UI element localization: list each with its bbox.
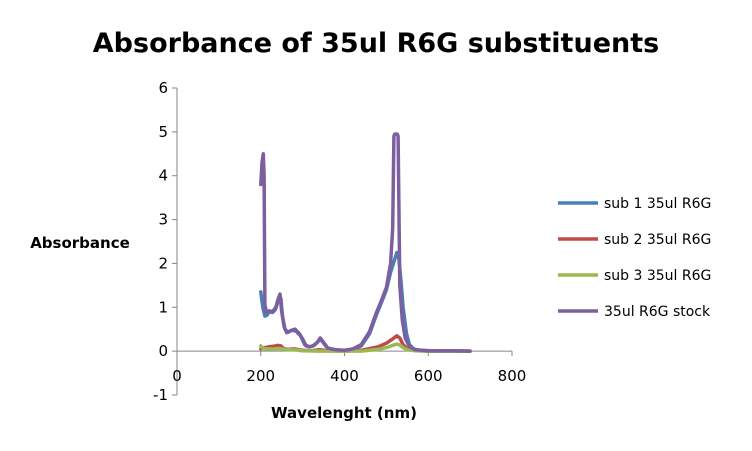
legend-label-1: sub 1 35ul R6G (604, 196, 711, 212)
x-tick-label: 600 (414, 367, 443, 385)
y-tick-label: -1 (153, 386, 168, 404)
legend-label-4: 35ul R6G stock (604, 304, 711, 320)
y-tick-label: 3 (158, 211, 168, 229)
x-tick-label: 200 (246, 367, 275, 385)
x-tick-label: 0 (172, 367, 182, 385)
y-axis-title: Absorbance (30, 234, 130, 252)
y-tick-label: 6 (158, 79, 168, 97)
y-tick-label: 4 (158, 167, 168, 185)
y-tick-label: 5 (158, 123, 168, 141)
chart-title: Absorbance of 35ul R6G substituents (93, 28, 659, 59)
plot-area (259, 132, 472, 353)
legend: sub 1 35ul R6G sub 2 35ul R6G sub 3 35ul R… (558, 196, 711, 320)
legend-label-2: sub 2 35ul R6G (604, 232, 711, 248)
x-tick-label: 400 (330, 367, 359, 385)
y-tick-label: 2 (158, 254, 168, 272)
legend-label-3: sub 3 35ul R6G (604, 268, 711, 284)
series-line-4 (259, 132, 472, 353)
series-line-3 (259, 342, 472, 353)
x-axis-title: Wavelenght (nm) (271, 404, 417, 422)
y-tick-label: 0 (158, 342, 168, 360)
y-tick-label: 1 (158, 298, 168, 316)
x-tick-label: 800 (498, 367, 527, 385)
